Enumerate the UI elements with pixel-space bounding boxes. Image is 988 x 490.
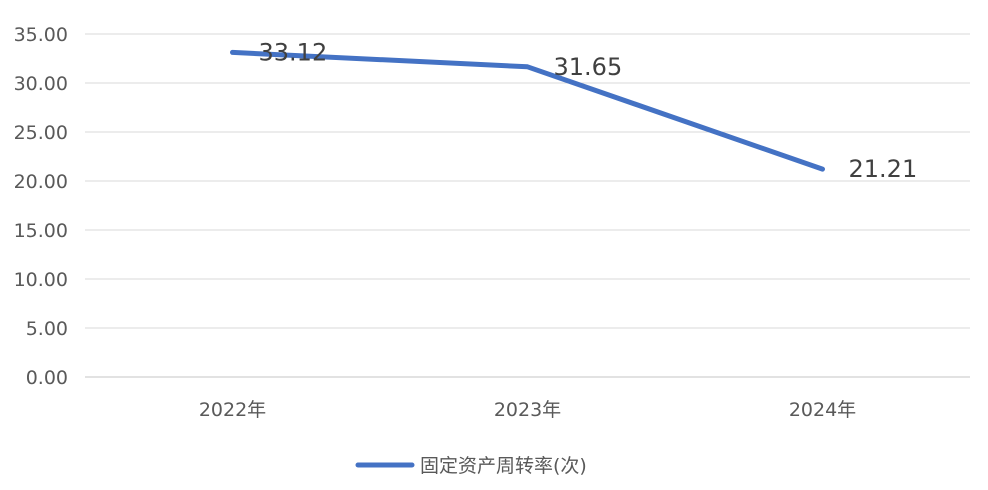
data-label: 31.65	[554, 53, 623, 81]
x-axis-ticks: 2022年 2023年 2024年	[199, 399, 856, 421]
y-tick-label: 0.00	[26, 367, 68, 389]
y-tick-label: 5.00	[26, 318, 68, 340]
legend: 固定资产周转率(次)	[355, 455, 587, 477]
x-tick-label: 2022年	[199, 399, 266, 421]
y-tick-label: 25.00	[14, 122, 68, 144]
y-axis-ticks: 0.00 5.00 10.00 15.00 20.00 25.00 30.00 35.00	[14, 24, 68, 389]
data-label: 33.12	[259, 38, 328, 66]
legend-label: 固定资产周转率(次)	[420, 455, 587, 477]
y-tick-label: 30.00	[14, 73, 68, 95]
gridlines	[85, 33, 970, 378]
data-labels: 33.12 31.65 21.21	[259, 38, 918, 183]
y-tick-label: 10.00	[14, 269, 68, 291]
y-tick-label: 35.00	[14, 24, 68, 46]
series-line	[230, 49, 825, 172]
data-label: 21.21	[849, 155, 918, 183]
y-tick-label: 20.00	[14, 171, 68, 193]
x-tick-label: 2023年	[494, 399, 561, 421]
x-tick-label: 2024年	[789, 399, 856, 421]
y-tick-label: 15.00	[14, 220, 68, 242]
